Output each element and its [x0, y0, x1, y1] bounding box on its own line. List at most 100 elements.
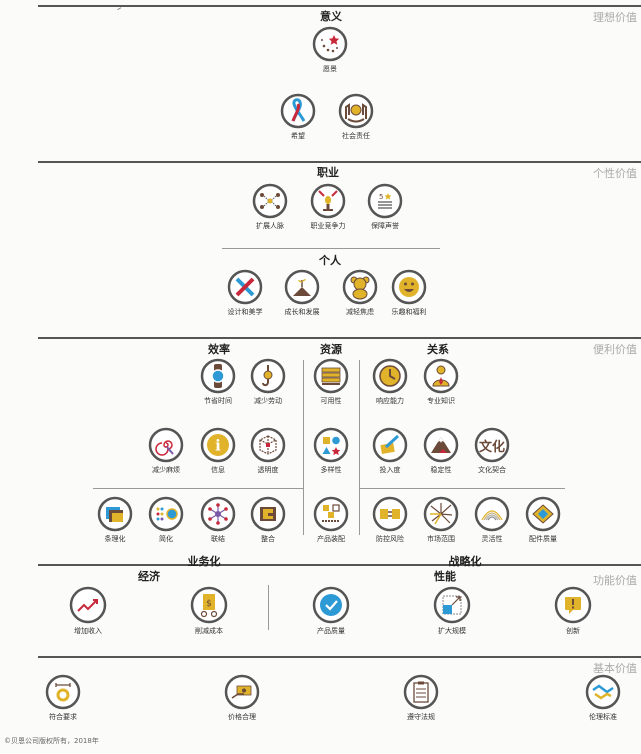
watch-icon [200, 358, 236, 394]
hope-label: 希望 [291, 132, 305, 140]
fan-lines-icon [474, 496, 510, 532]
flexibility-label: 灵活性 [481, 535, 503, 543]
config-label: 产品装配 [317, 535, 345, 543]
svg-text:i: i [215, 437, 221, 455]
reputation-label: 保障声誉 [371, 222, 399, 230]
item-price: 价格合理 [224, 674, 260, 722]
pen-mark [117, 7, 123, 13]
cost-label: 削减成本 [195, 627, 223, 635]
item-component-quality: 配件质量 [525, 496, 561, 544]
cube-icon [250, 427, 286, 463]
organization-label: 条理化 [104, 535, 126, 543]
hub-icon [200, 496, 236, 532]
item-competitiveness: 职业竞争力 [310, 183, 346, 231]
vision-label: 愿景 [323, 65, 337, 73]
individual-rule [222, 248, 440, 249]
item-stability: 稳定性 [423, 427, 459, 475]
integrate-label: 整合 [261, 535, 275, 543]
spec-label: 符合要求 [49, 713, 77, 721]
item-reduce-hassle: 减少麻烦 [148, 427, 184, 475]
efficiency-rule [93, 488, 303, 489]
fun-label: 乐趣和福利 [391, 308, 427, 316]
resources-rule-left [303, 360, 304, 535]
scissors-tag-icon: $ [190, 586, 228, 624]
hands-globe-icon [338, 93, 374, 129]
ribbon-icon [280, 93, 316, 129]
constellation-icon [312, 26, 348, 62]
band-line-personal [38, 161, 641, 163]
folders-icon [97, 496, 133, 532]
reduce-hassle-label: 减少麻烦 [152, 466, 180, 474]
item-quality: 产品质量 [312, 586, 350, 636]
svg-text:5: 5 [379, 193, 383, 201]
anxiety-label: 减轻焦虑 [346, 308, 374, 316]
culture-fit-label: 文化契合 [478, 466, 506, 474]
item-simplify: 简化 [148, 496, 184, 544]
money-hand-icon [224, 674, 260, 710]
item-growth: 成长和发展 [284, 269, 320, 317]
heading-strategic: 战略化 [448, 555, 482, 568]
item-ethics: 伦理标准 [585, 674, 621, 722]
stacked-boxes-icon [313, 358, 349, 394]
band-label-convenience: 便利价值 [593, 343, 637, 356]
item-design: 设计和美学 [227, 269, 263, 317]
plug-icon [372, 496, 408, 532]
burst-icon [423, 496, 459, 532]
item-spec: 符合要求 [45, 674, 81, 722]
professional-icon [423, 358, 459, 394]
pencil-brush-icon [227, 269, 263, 305]
heading-economy: 经济 [138, 570, 160, 583]
shapes-icon [313, 427, 349, 463]
network-label: 扩展人脉 [256, 222, 284, 230]
band-line-function [38, 564, 641, 566]
check-icon [312, 586, 350, 624]
item-availability: 可用性 [313, 358, 349, 406]
handshake-icon [585, 674, 621, 710]
item-commitment: 投入度 [372, 427, 408, 475]
item-expertise: 专业知识 [423, 358, 459, 406]
item-fun: 乐趣和福利 [391, 269, 427, 317]
info-icon: i [200, 427, 236, 463]
svg-text:$: $ [206, 599, 212, 609]
exclamation-icon [554, 586, 592, 624]
item-config: 产品装配 [313, 496, 349, 544]
mountain-icon [423, 427, 459, 463]
connect-label: 联结 [211, 535, 225, 543]
transparency-label: 透明度 [257, 466, 279, 474]
chip-icon [525, 496, 561, 532]
item-hope: 希望 [280, 93, 316, 141]
item-risk: 防控风险 [372, 496, 408, 544]
stability-label: 稳定性 [430, 466, 452, 474]
expand-icon [433, 586, 471, 624]
item-transparency: 透明度 [250, 427, 286, 475]
band-label-basic: 基本价值 [593, 662, 637, 675]
item-scale: 扩大规模 [433, 586, 471, 636]
dots-circle-icon [148, 496, 184, 532]
component-quality-label: 配件质量 [529, 535, 557, 543]
spiral-icon [148, 427, 184, 463]
copyright: ©贝恩公司版权所有，2018年 [4, 737, 99, 745]
heading-performance: 性能 [434, 570, 456, 583]
responsiveness-label: 响应能力 [376, 397, 404, 405]
item-variety: 多样性 [313, 427, 349, 475]
revenue-label: 增加收入 [74, 627, 102, 635]
innovation-label: 创新 [566, 627, 580, 635]
save-time-label: 节省时间 [204, 397, 232, 405]
item-responsiveness: 响应能力 [372, 358, 408, 406]
resources-rule-right [359, 360, 360, 535]
growth-label: 成长和发展 [284, 308, 320, 316]
item-regulation: 遵守法规 [403, 674, 439, 722]
trophy-arrows-icon [310, 183, 346, 219]
band-label-function: 功能价值 [593, 574, 637, 587]
band-line-basic [38, 656, 641, 658]
ruler-ring-icon [45, 674, 81, 710]
quality-label: 产品质量 [317, 627, 345, 635]
item-organization: 条理化 [97, 496, 133, 544]
relationship-rule [360, 488, 565, 489]
network-people-icon [252, 183, 288, 219]
item-culture-fit: 文化 文化契合 [474, 427, 510, 475]
rating-document-icon: 5 [367, 183, 403, 219]
heading-resources: 资源 [320, 343, 342, 356]
crane-hook-icon [250, 358, 286, 394]
assembly-icon [313, 496, 349, 532]
